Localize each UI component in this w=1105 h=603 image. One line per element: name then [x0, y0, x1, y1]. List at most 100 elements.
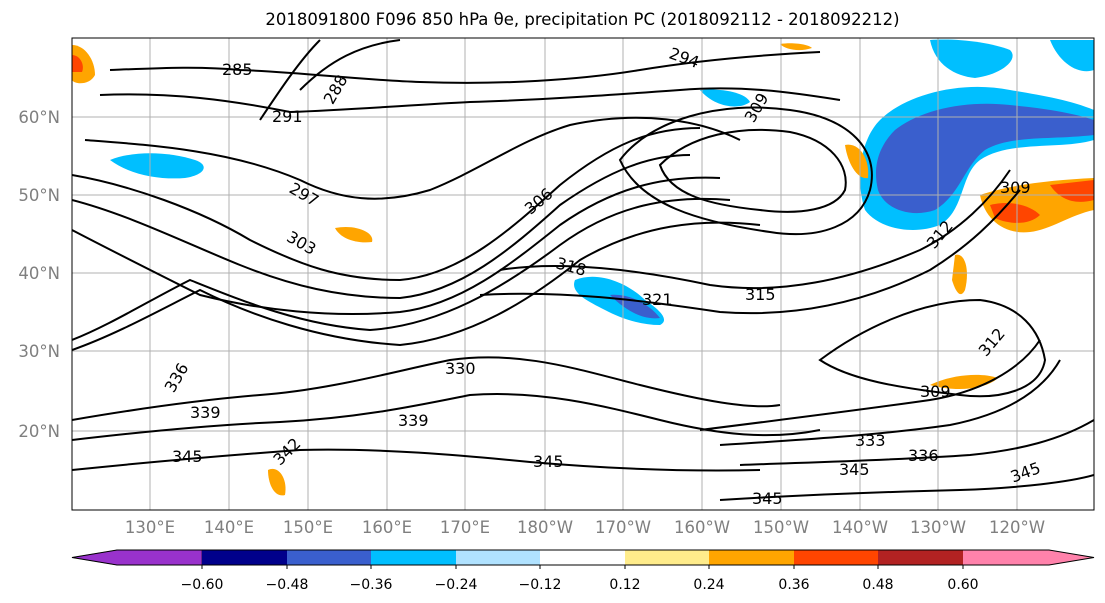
colorbar: −0.60 −0.48 −0.36 −0.24 −0.12 0.12 0.24 … — [71, 549, 1095, 593]
contour-label: 321 — [642, 290, 673, 309]
contour-line — [259, 39, 321, 121]
colorbar-outline — [71, 549, 1095, 566]
lon-label: 140°W — [832, 518, 888, 537]
contour-label: 345 — [839, 460, 870, 479]
colorbar-cell — [202, 550, 287, 565]
contour-label: 285 — [222, 60, 253, 79]
contour-line — [739, 419, 1094, 466]
latitude-labels: 60°N 50°N 40°N 30°N 20°N — [18, 108, 60, 441]
negative-precip-region — [875, 103, 1094, 214]
positive-precip-region — [268, 468, 286, 496]
contour-label: 309 — [1000, 178, 1031, 197]
lon-label: 130°E — [125, 518, 175, 537]
contour-line — [72, 197, 731, 341]
contour-label: 330 — [445, 359, 476, 378]
contour-line — [699, 339, 1041, 431]
map-title: 2018091800 F096 850 hPa θe, precipitatio… — [265, 10, 900, 29]
colorbar-cell — [371, 550, 456, 565]
contour-line — [109, 51, 821, 84]
lat-label: 20°N — [18, 422, 60, 441]
colorbar-tick-label: −0.48 — [266, 577, 309, 593]
positive-precip-region — [990, 203, 1040, 223]
contour-line — [72, 176, 721, 315]
contour-line — [299, 39, 401, 91]
lon-label: 160°E — [362, 518, 412, 537]
contour-line — [618, 106, 873, 236]
colorbar-tick-label: −0.12 — [519, 577, 562, 593]
lat-label: 40°N — [18, 264, 60, 283]
contour-labels: 285 288 291 294 297 303 306 309 309 309 … — [161, 44, 1043, 508]
colorbar-cell — [709, 550, 794, 565]
colorbar-tick-label: −0.60 — [181, 577, 224, 593]
contour-line — [479, 189, 1021, 315]
colorbar-tick-label: −0.36 — [350, 577, 393, 593]
negative-precip-region — [110, 153, 204, 179]
positive-precip-region — [780, 43, 812, 51]
colorbar-cell — [794, 550, 878, 565]
contour-label: 315 — [745, 285, 776, 304]
positive-precip-region — [72, 45, 95, 84]
lon-label: 150°W — [753, 518, 809, 537]
contour-label: 339 — [398, 411, 429, 430]
lat-label: 60°N — [18, 108, 60, 127]
lon-label: 150°E — [283, 518, 333, 537]
contour-line — [818, 298, 1047, 398]
lon-label: 170°W — [595, 518, 651, 537]
colorbar-cell — [71, 549, 203, 566]
contour-label: 336 — [908, 446, 939, 465]
colorbar-tick-label: 0.36 — [778, 577, 809, 593]
negative-precip-region — [1050, 40, 1094, 72]
contour-line — [499, 169, 1011, 290]
contour-line — [719, 474, 1094, 501]
colorbar-ticks: −0.60 −0.48 −0.36 −0.24 −0.12 0.12 0.24 … — [181, 577, 979, 593]
colorbar-cells — [71, 549, 1095, 569]
lon-label: 130°W — [910, 518, 966, 537]
colorbar-cell — [287, 550, 371, 565]
theta-e-contours — [72, 39, 1094, 501]
colorbar-tick-label: 0.24 — [693, 577, 724, 593]
contour-label: 345 — [172, 447, 203, 466]
positive-precip-region — [845, 144, 869, 179]
colorbar-tick-label: 0.12 — [609, 577, 640, 593]
colorbar-cell — [878, 550, 963, 565]
contour-line — [72, 154, 691, 300]
longitude-labels: 130°E 140°E 150°E 160°E 170°E 180°W 170°… — [125, 518, 1045, 537]
colorbar-tick-label: 0.60 — [947, 577, 978, 593]
contour-label: 345 — [752, 489, 783, 508]
contour-line — [658, 128, 847, 213]
colorbar-tick-label: −0.24 — [435, 577, 478, 593]
positive-precip-region — [335, 226, 373, 243]
contour-label: 339 — [190, 403, 221, 422]
lon-label: 180°W — [517, 518, 573, 537]
contour-line — [719, 359, 1061, 446]
colorbar-cell — [540, 550, 625, 565]
contour-line — [84, 116, 741, 200]
colorbar-cell — [625, 550, 709, 565]
contour-label: 309 — [920, 382, 951, 401]
contour-line — [72, 356, 781, 421]
negative-precip-region — [930, 39, 1013, 78]
lon-label: 160°W — [674, 518, 730, 537]
positive-precip-region — [72, 55, 83, 72]
colorbar-tick-label: 0.48 — [862, 577, 893, 593]
contour-label: 333 — [855, 431, 886, 450]
plot-frame — [71, 37, 1095, 511]
contour-line — [72, 127, 701, 282]
positive-precip-region — [952, 254, 967, 295]
positive-precip-region — [1050, 180, 1094, 202]
contour-label: 345 — [533, 452, 564, 471]
colorbar-cell — [456, 550, 540, 565]
contour-label: 291 — [272, 107, 303, 126]
lat-label: 30°N — [18, 342, 60, 361]
contour-line — [72, 448, 761, 472]
lon-label: 170°E — [440, 518, 490, 537]
contour-line — [99, 87, 841, 114]
precipitation-shading — [72, 39, 1094, 496]
map-plot — [71, 37, 1095, 511]
colorbar-cell — [963, 550, 1094, 565]
lon-label: 120°W — [989, 518, 1045, 537]
negative-precip-region — [700, 89, 750, 107]
contour-line — [72, 221, 761, 351]
lon-label: 140°E — [204, 518, 254, 537]
